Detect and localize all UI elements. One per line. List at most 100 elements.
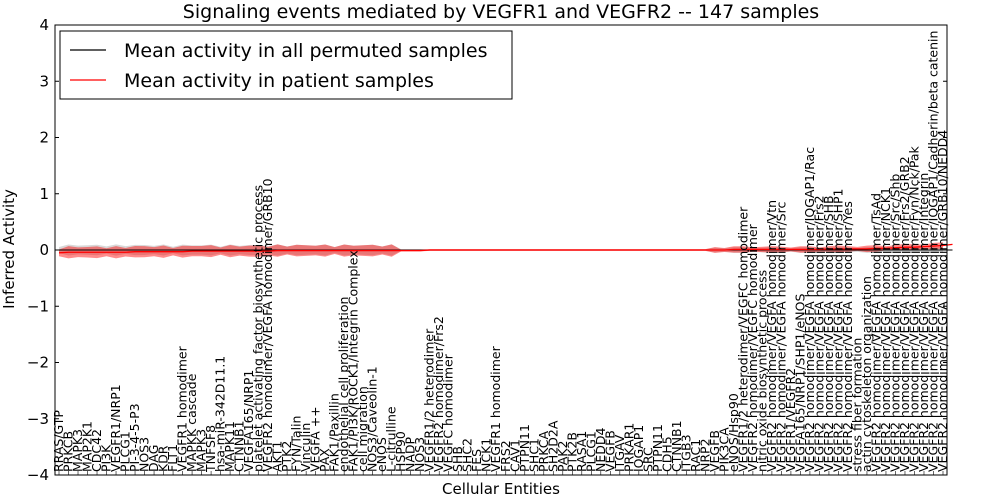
x-tick-label: VEGFR1/NRP1 [108, 384, 123, 472]
x-tick-label: RASA1 [574, 431, 589, 472]
x-tick-label: FES [469, 449, 484, 472]
x-tick-label: NOS3 [412, 437, 427, 472]
x-tick-label: VEGFR2 homodimer/VEGFA homodimer/Yes [840, 201, 855, 472]
x-tick-label: ITGB3 [678, 434, 693, 472]
x-tick-label: VEGFR2 homodimer/VEGFA homodimer/Src [773, 202, 788, 472]
x-tick-label: PIK3CA [716, 427, 731, 472]
x-tick-label: hsa-miR-342D11.1 [213, 356, 228, 472]
y-tick-label: −3 [27, 410, 49, 428]
x-tick-label: RAC1 [688, 439, 703, 472]
x-tick-label: VEGFR2 homodimer/VEGFA homodimer/SHB [821, 195, 836, 472]
x-tick-label: stress fiber formation [849, 338, 864, 472]
x-tick-label: VEGFR2 homodimer/VEGFA homodimer/Frs2 [811, 195, 826, 472]
x-tick-label: MAPK3 [70, 429, 85, 472]
x-tick-label: MAPK3 [194, 429, 209, 472]
x-tick-label: VEGFA ++ [308, 406, 323, 472]
x-tick-label: SH2D2A [545, 420, 560, 472]
y-axis-label: Inferred Activity [0, 189, 18, 309]
x-tick-label: actin cytoskeleton organization [859, 276, 874, 472]
x-tick-label: CTNNB1 [232, 420, 247, 472]
x-tick-label: VEGFB [707, 430, 722, 472]
x-tick-label: PLCG1 [583, 431, 598, 472]
x-tick-label: VEGFR2 homodimer/VEGFA homodimer/Frs2/GR… [897, 156, 912, 472]
x-tick-label: VEGFR2 homodimer/VEGFA homodimer/Vtn [764, 200, 779, 472]
x-axis-label: Cellular Entities [442, 480, 560, 498]
y-tick-label: −2 [27, 354, 49, 372]
x-tick-label: SHB [450, 446, 465, 472]
x-tick-label: VEGFR1/2 heterodimer [422, 328, 437, 472]
x-tick-label: FAK1/PI3K/ROCK1/Integrin Complex [346, 250, 361, 472]
x-tick-label: cell migration [355, 386, 370, 472]
x-tick-label: L-citrulline [384, 406, 399, 472]
y-tick-label: 4 [39, 16, 49, 34]
legend-label: Mean activity in all permuted samples [124, 40, 487, 62]
x-tick-label: CTNNB1 [669, 420, 684, 472]
x-tick-label: SRC [640, 447, 655, 472]
x-tick-label: PAX [317, 448, 332, 472]
x-tick-label: VEGFA165/NRP1 [241, 370, 256, 472]
y-tick-label: −1 [27, 297, 49, 315]
x-tick-label: NRP2 [697, 438, 712, 472]
x-tick-label: VEGFR2 homodimer/VEGFA homodimer/TsAd [868, 193, 883, 472]
y-tick-label: 3 [39, 72, 49, 90]
x-tick-label: NOS3 [137, 437, 152, 472]
x-tick-label: VEGFR2 homodimer/VEGFA homodimer/SHP1 [830, 188, 845, 472]
x-tick-label: FRS2 [498, 440, 513, 472]
x-tick-label: PRKCB [61, 431, 76, 472]
x-tick-label: NOS3/Caveolin-1 [365, 366, 380, 472]
x-tick-label: VEGFR1/2 heterodimer/VEGFC homodimer [735, 206, 750, 472]
x-tick-label: PAK2 [555, 441, 570, 472]
x-tick-label: VEGFR2 homodimer/VEGFA homodimer/NCK1 [878, 187, 893, 472]
y-tick-label: 0 [39, 241, 49, 259]
x-tick-label: VEGFC homodimer [441, 353, 456, 472]
plot-area: −4−3−2−101234RRAS/GTPPRKCBMAPK3MAP2K1CDC… [27, 16, 953, 484]
x-tick-label: NCK1 [479, 438, 494, 472]
x-tick-label: VEGFR2 homodimer/VEGFA homodimer/IQGAP1/… [925, 31, 940, 472]
y-tick-label: −4 [27, 466, 49, 484]
x-tick-label: VEGFR1/VEGFR2 [783, 368, 798, 472]
x-tick-label: MAPK11 [222, 421, 237, 472]
legend-label: Mean activity in patient samples [124, 70, 434, 92]
x-tick-label: VEGFR2 homodimer/VEGFA homodimer/GRB10 [260, 178, 275, 472]
x-tick-label: CDC42 [89, 429, 104, 472]
x-tick-label: NADP [403, 436, 418, 472]
x-tick-label: MAPKK cascade [184, 373, 199, 472]
x-tick-label: IQGAP1 [631, 425, 646, 472]
x-tick-label: eNOS [374, 437, 389, 472]
series-line-patient [58, 243, 953, 254]
x-tick-label: SHC2 [460, 438, 475, 472]
x-tick-label: FAK1/Paxillin [327, 393, 342, 472]
legend-box [59, 30, 513, 100]
x-tick-label: CDH5 [659, 436, 674, 472]
x-tick-label: KDR [156, 445, 171, 472]
x-tick-label: endothelial cell proliferation [336, 297, 351, 472]
x-tick-label: HSP90 [393, 431, 408, 472]
x-tick-label: PTPN11 [650, 424, 665, 472]
x-tick-label: VEGFA165/NRP1/SHP1/eNOS [792, 294, 807, 472]
legend: Mean activity in all permuted samples Mea… [59, 30, 513, 100]
x-tick-label: VEGFR2 homodimer/Frs2 [431, 316, 446, 472]
x-tick-label: NEDD4 [593, 428, 608, 472]
chart-title: Signaling events mediated by VEGFR1 and … [183, 1, 819, 23]
x-tick-label: CAV1 [507, 439, 522, 472]
x-tick-label: DAG [146, 445, 161, 472]
x-tick-label: Vinculin [298, 423, 313, 472]
x-tick-label: VEGFR2 homodimer/VEGFA homodimer/IQGAP1/… [802, 147, 817, 472]
x-tick-label: TNFSF8 [203, 425, 218, 473]
x-tick-label: VEGFR2 homodimer/VEGFA homodimer/GRB10/N… [935, 130, 950, 472]
y-tick-label: 1 [39, 185, 49, 203]
x-tick-label: FLT1 [165, 444, 180, 472]
x-tick-label: VEGFB [602, 430, 617, 472]
x-tick-label: PRKAR1 [621, 423, 636, 472]
x-tick-label: SHC1 [526, 438, 541, 472]
y-tick-label: 2 [39, 129, 49, 147]
x-tick-label: VEGFR2 homodimer/VEGFA homodimer/Integri… [916, 173, 931, 472]
x-tick-label: PRKCA [536, 431, 551, 472]
x-tick-label: ITGAV [612, 434, 627, 472]
x-tick-label: nitric oxide biosynthetic process [754, 270, 769, 472]
x-tick-label: PTK2 [279, 441, 294, 472]
x-tick-label: VEGFR1 homodimer [175, 345, 190, 472]
x-tick-label: VEGFR2 homodimer/VEGFC homodimer [745, 223, 760, 472]
x-tick-label: platelet activating factor biosynthetic … [251, 185, 266, 472]
